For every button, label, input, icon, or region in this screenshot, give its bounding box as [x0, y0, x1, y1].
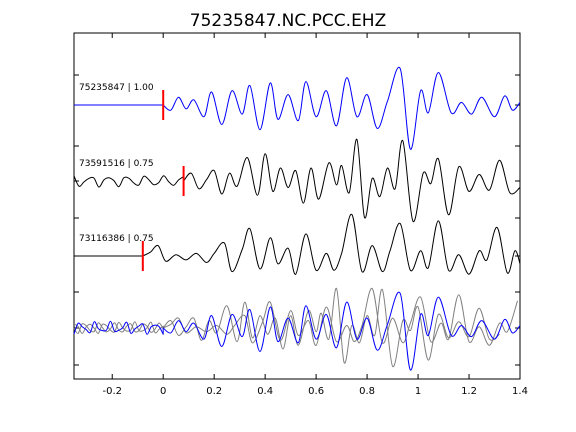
overlay-trace-3	[73, 287, 518, 346]
trace-3-label: 73116386 | 0.75	[79, 234, 154, 244]
trace-3-line	[74, 213, 521, 275]
overlay-trace-2	[73, 287, 500, 367]
x-tick-label: 1.2	[461, 386, 477, 397]
pick-markers	[141, 90, 185, 271]
x-tick-label: 0.4	[257, 386, 273, 397]
x-tick-label: 1.4	[512, 386, 528, 397]
x-tick-label: 0.8	[359, 386, 375, 397]
x-tick-label: 0.6	[308, 386, 324, 397]
trace-labels: 75235847 | 1.00 73591516 | 0.75 73116386 |…	[79, 83, 154, 244]
x-tick-label: -0.2	[102, 386, 122, 397]
overlay-stack	[73, 287, 521, 371]
trace-group	[73, 66, 521, 275]
trace-1-label: 75235847 | 1.00	[79, 83, 154, 93]
chart-title: 75235847.NC.PCC.EHZ	[190, 11, 387, 31]
x-tick-label: 1	[415, 386, 421, 397]
x-tick-label: 0	[160, 386, 166, 397]
trace-1-line	[74, 66, 521, 150]
axis-ticks: -0.2 0 0.2 0.4 0.6 0.8 1 1.2 1.4	[74, 33, 528, 397]
overlay-trace-1	[73, 291, 521, 371]
trace-2-label: 73591516 | 0.75	[79, 159, 154, 169]
trace-2-line	[73, 138, 521, 222]
x-tick-label: 0.2	[206, 386, 222, 397]
